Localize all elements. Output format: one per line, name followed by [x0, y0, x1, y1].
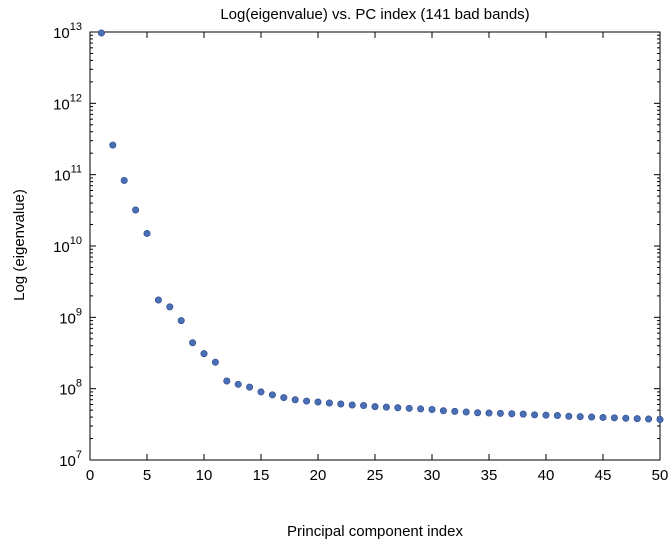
data-point: [622, 414, 630, 422]
data-point: [519, 410, 527, 418]
data-point: [109, 141, 117, 149]
x-tick-label: 20: [310, 467, 327, 484]
data-point: [97, 29, 105, 37]
y-tick-label: 1012: [53, 92, 82, 113]
chart-title: Log(eigenvalue) vs. PC index (141 bad ba…: [220, 6, 529, 23]
data-point: [462, 408, 470, 416]
data-point: [132, 206, 140, 214]
y-axis: 107 108 109 1010 1011 1012 1013: [53, 21, 660, 470]
data-point: [246, 383, 254, 391]
x-axis: 0 5 10 15 20 25 30 35 40 45 50: [86, 32, 669, 484]
data-point: [439, 407, 447, 415]
data-point: [371, 403, 379, 411]
data-point: [496, 409, 504, 417]
plot-frame: [89, 31, 661, 461]
data-point: [143, 229, 151, 237]
data-point: [382, 403, 390, 411]
data-point: [610, 414, 618, 422]
data-point: [234, 380, 242, 388]
data-point: [633, 415, 641, 423]
data-point: [553, 412, 561, 420]
y-tick-label: 1011: [54, 164, 82, 185]
data-point: [599, 413, 607, 421]
data-point: [291, 396, 299, 404]
x-tick-label: 25: [367, 467, 384, 484]
data-point: [189, 339, 197, 347]
data-point: [280, 394, 288, 402]
x-tick-label: 35: [481, 467, 498, 484]
data-point: [451, 407, 459, 415]
y-tick-label: 109: [59, 306, 82, 327]
data-point: [303, 397, 311, 405]
data-point: [405, 404, 413, 412]
data-point: [656, 415, 664, 423]
data-point: [474, 409, 482, 417]
data-point: [360, 402, 368, 410]
data-point: [531, 411, 539, 419]
data-point: [120, 176, 128, 184]
data-point: [417, 405, 425, 413]
data-point: [325, 399, 333, 407]
data-point: [337, 400, 345, 408]
data-point: [257, 388, 265, 396]
x-tick-label: 45: [595, 467, 612, 484]
data-point: [485, 409, 493, 417]
data-point: [508, 410, 516, 418]
x-tick-label: 50: [652, 467, 669, 484]
x-tick-label: 5: [143, 467, 151, 484]
data-point: [348, 401, 356, 409]
data-point: [177, 317, 185, 325]
x-axis-title: Principal component index: [287, 523, 463, 540]
y-tick-label: 1013: [53, 21, 82, 42]
data-point: [223, 377, 231, 385]
y-tick-label: 107: [59, 449, 82, 470]
data-point: [565, 412, 573, 420]
x-tick-label: 10: [196, 467, 213, 484]
data-point: [394, 404, 402, 412]
x-tick-label: 15: [253, 467, 270, 484]
data-point: [588, 413, 596, 421]
x-tick-label: 40: [538, 467, 555, 484]
x-tick-label: 0: [86, 467, 94, 484]
data-point: [542, 411, 550, 419]
y-tick-label: 108: [59, 378, 82, 399]
data-point: [166, 303, 174, 311]
data-point: [645, 415, 653, 423]
data-point: [200, 350, 208, 358]
data-point: [268, 391, 276, 399]
data-point: [576, 413, 584, 421]
x-tick-label: 30: [424, 467, 441, 484]
y-axis-title: Log (eigenvalue): [11, 189, 28, 301]
data-point: [314, 398, 322, 406]
data-point: [211, 358, 219, 366]
y-tick-label: 1010: [53, 235, 82, 256]
data-point: [154, 296, 162, 304]
data-point: [428, 406, 436, 414]
data-series: [97, 29, 664, 423]
